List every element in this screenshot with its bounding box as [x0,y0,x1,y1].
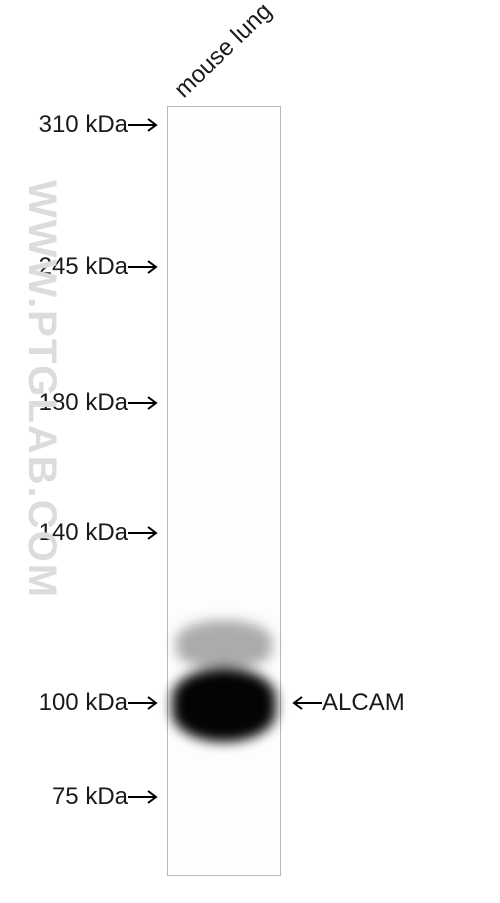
blot-lane [167,106,281,876]
sample-label: mouse lung [169,0,278,104]
target-label-text: ALCAM [322,689,405,717]
arrow-right-icon [128,519,162,547]
arrow-right-icon [128,783,162,811]
mw-marker: 100 kDa [39,689,162,717]
mw-marker-text: 140 kDa [39,519,128,547]
target-label: ALCAM [288,689,405,717]
sample-label-text: mouse lung [169,0,277,103]
mw-marker-text: 245 kDa [39,253,128,281]
mw-marker: 245 kDa [39,253,162,281]
arrow-right-icon [128,253,162,281]
mw-marker: 310 kDa [39,111,162,139]
arrow-right-icon [128,689,162,717]
band-faint-upper [176,620,272,670]
mw-marker-text: 75 kDa [52,783,128,811]
arrow-right-icon [128,389,162,417]
band-main [172,668,276,742]
mw-marker: 140 kDa [39,519,162,547]
mw-marker: 180 kDa [39,389,162,417]
mw-marker: 75 kDa [52,783,162,811]
mw-marker-text: 310 kDa [39,111,128,139]
blot-figure: mouse lung 310 kDa 245 kDa 180 kDa 140 kDa 1… [0,0,500,903]
arrow-right-icon [128,111,162,139]
mw-marker-text: 100 kDa [39,689,128,717]
mw-marker-text: 180 kDa [39,389,128,417]
arrow-left-icon [288,689,322,717]
